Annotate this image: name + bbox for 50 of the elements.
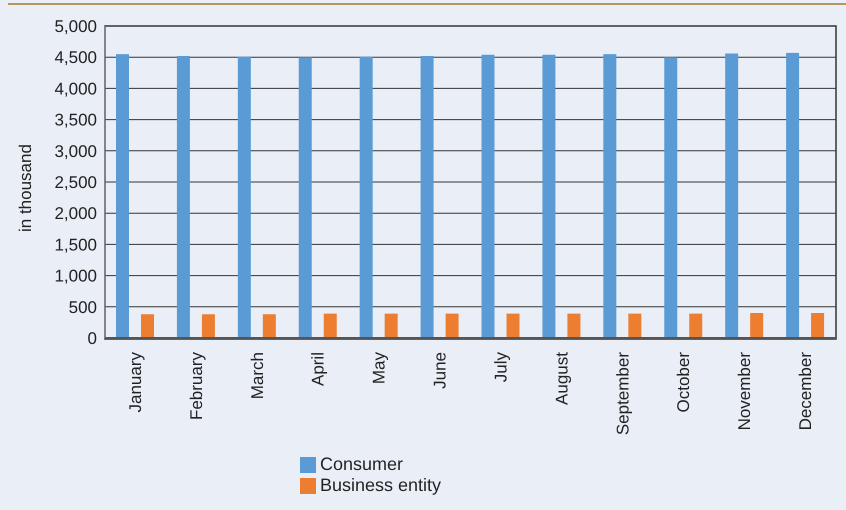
x-tick-label: January: [126, 352, 145, 412]
bar: [542, 54, 556, 338]
y-tick-label: 1,500: [54, 235, 97, 254]
bar: [420, 56, 434, 338]
bar: [238, 56, 251, 338]
bar: [141, 314, 154, 338]
y-tick-label: 1,000: [54, 266, 97, 286]
bar: [482, 54, 494, 338]
y-tick-label: 4,500: [54, 48, 97, 68]
bar: [725, 53, 738, 338]
x-tick-label: July: [491, 352, 510, 382]
x-tick-label: May: [370, 352, 389, 384]
bar: [202, 314, 215, 338]
y-tick-label: 2,500: [54, 173, 97, 192]
bar: [567, 314, 580, 338]
legend-label: Business entity: [320, 475, 442, 495]
y-tick-label: 3,500: [54, 110, 97, 130]
bar: [446, 314, 459, 338]
x-tick-label: August: [552, 352, 572, 405]
y-tick-label: 4,000: [54, 79, 97, 98]
x-tick-label: June: [430, 352, 450, 389]
bar: [298, 57, 312, 338]
y-tick-label: 3,000: [54, 142, 97, 161]
y-axis-title: in thousand: [16, 144, 36, 232]
bar: [664, 57, 678, 338]
bar: [786, 52, 800, 338]
x-tick-label: February: [186, 352, 206, 420]
bar: [750, 313, 764, 338]
bar: [811, 313, 824, 338]
bar: [603, 54, 616, 338]
bar: [360, 56, 373, 338]
y-tick-label: 5,000: [54, 17, 97, 36]
bar: [262, 314, 276, 338]
x-tick-label: December: [796, 352, 816, 430]
bar: [116, 54, 129, 338]
y-tick-label: 500: [68, 298, 97, 317]
y-tick-label: 2,000: [54, 204, 97, 224]
bar: [324, 314, 337, 338]
x-tick-label: March: [248, 352, 267, 400]
x-tick-label: September: [613, 352, 632, 436]
bar: [628, 314, 642, 338]
y-tick-label: 0: [88, 329, 97, 348]
legend-label: Consumer: [320, 454, 404, 474]
bar: [384, 314, 398, 338]
x-tick-label: October: [674, 352, 694, 412]
x-tick-label: April: [308, 352, 328, 386]
bar: [689, 314, 702, 338]
bar: [506, 314, 520, 338]
bar: [176, 56, 190, 338]
x-tick-label: November: [735, 352, 754, 430]
